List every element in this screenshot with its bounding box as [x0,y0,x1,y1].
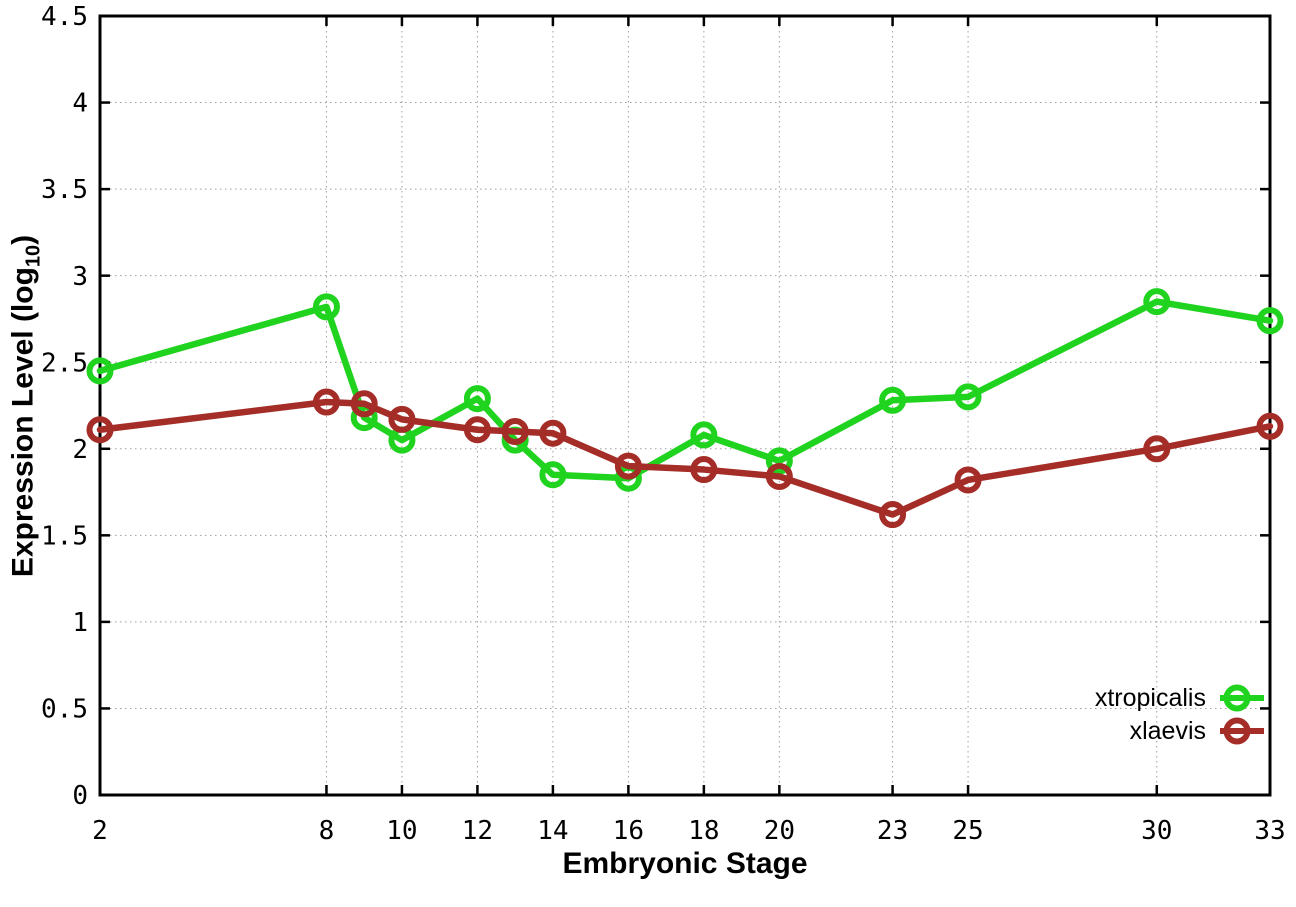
y-axis-title-suffix: ) [6,234,40,245]
y-tick-label: 0.5 [41,695,88,725]
marker-xtropicalis [86,357,114,385]
x-tick-label: 25 [952,816,983,846]
marker-xlaevis [1143,435,1171,463]
marker-xtropicalis [1256,307,1284,335]
marker-xlaevis [614,452,642,480]
legend-item-xtropicalis: xtropicalis [1095,683,1266,713]
marker-xtropicalis [463,385,491,413]
marker-xlaevis [954,466,982,494]
marker-xlaevis [86,416,114,444]
y-tick-label: 1 [72,608,88,638]
legend-label: xtropicalis [1094,684,1206,712]
x-tick-label: 30 [1141,816,1172,846]
marker-xtropicalis [879,386,907,414]
y-tick-label: 4.5 [41,2,88,32]
y-axis-title-subscript: 10 [22,244,45,268]
marker-xlaevis [312,388,340,416]
y-tick-label: 2.5 [41,348,88,378]
legend: xtropicalis xlaevis [1095,683,1266,746]
x-tick-label: 20 [764,816,795,846]
marker-xlaevis [463,416,491,444]
x-tick-label: 8 [319,816,335,846]
y-axis-title: Expression Level (log10) [7,235,46,577]
legend-item-xlaevis: xlaevis [1130,716,1266,746]
marker-xtropicalis [539,461,567,489]
y-tick-label: 0 [72,781,88,811]
x-tick-label: 33 [1254,816,1285,846]
x-tick-label: 18 [688,816,719,846]
series-line-xlaevis [96,398,1274,518]
legend-sample-marker [1223,717,1251,745]
x-tick-label: 14 [537,816,568,846]
marker-xlaevis [539,419,567,447]
x-tick-label: 16 [613,816,644,846]
legend-marker-sample [1220,717,1264,745]
marker-xlaevis [765,462,793,490]
x-tick-label: 10 [386,816,417,846]
x-tick-label: 12 [462,816,493,846]
plot-border [98,14,1272,797]
y-axis-title-text: Expression Level (log [6,267,40,578]
marker-xtropicalis [1143,288,1171,316]
marker-xlaevis [690,456,718,484]
marker-xtropicalis [690,421,718,449]
x-tick-label: 2 [92,816,108,846]
y-tick-label: 4 [72,89,88,119]
marker-xlaevis [350,390,378,418]
legend-label: xlaevis [1129,717,1206,745]
y-tick-label: 2 [72,435,88,465]
marker-xlaevis [501,417,529,445]
y-tick-label: 1.5 [41,521,88,551]
x-tick-label: 23 [877,816,908,846]
y-tick-label: 3 [72,262,88,292]
marker-xtropicalis [765,447,793,475]
marker-xlaevis [1256,412,1284,440]
marker-xlaevis [879,501,907,529]
marker-xtropicalis [312,293,340,321]
x-axis-title: Embryonic Stage [562,847,808,880]
marker-xtropicalis [954,383,982,411]
legend-marker-sample [1220,684,1264,712]
series-line-xtropicalis [96,298,1274,482]
y-tick-label: 3.5 [41,175,88,205]
legend-sample-marker [1223,684,1251,712]
marker-xlaevis [388,405,416,433]
